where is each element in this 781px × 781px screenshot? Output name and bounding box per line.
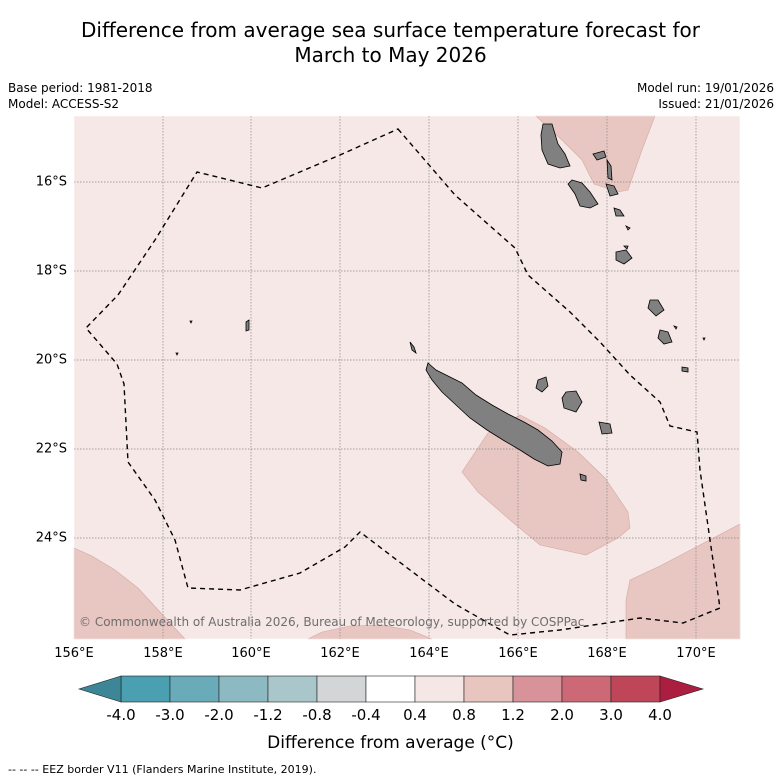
lon-label-168: 168°E (587, 646, 627, 661)
lat-label-16: 16°S (35, 174, 67, 190)
cb-tick-5: -0.4 (351, 706, 381, 724)
colorbar-swatch (218, 675, 269, 703)
map-title: Difference from average sea surface temp… (0, 18, 781, 68)
colorbar-title: Difference from average (°C) (267, 733, 514, 753)
colorbar-swatch (316, 675, 367, 703)
aneityum-island (681, 366, 689, 373)
map-frame (73, 115, 741, 640)
lon-label-166: 166°E (498, 646, 538, 661)
colorbar-swatch (414, 675, 465, 703)
cb-tick-8: 1.2 (501, 706, 525, 724)
cb-tick-6: 0.4 (403, 706, 427, 724)
lat-label-18: 18°S (35, 263, 67, 279)
title-line-2: March to May 2026 (294, 43, 487, 67)
colorbar-swatch (120, 675, 171, 703)
model-run: Model run: 19/01/2026 (636, 81, 774, 95)
colorbar-swatch (561, 675, 612, 703)
maewo-island (592, 150, 607, 161)
colorbar (77, 675, 705, 703)
colorbar-extend-high (659, 675, 705, 703)
copyright-notice: © Commonwealth of Australia 2026, Bureau… (79, 615, 585, 629)
cb-tick-11: 4.0 (648, 706, 672, 724)
colorbar-extend-low (77, 675, 122, 703)
meta-left: Base period: 1981-2018 Model: ACCESS-S2 (8, 80, 153, 112)
model-name: Model: ACCESS-S2 (8, 97, 120, 111)
belep-islands (409, 341, 417, 355)
colorbar-swatch (610, 675, 661, 703)
cb-tick-3: -1.2 (253, 706, 283, 724)
lon-label-160: 160°E (231, 646, 271, 661)
ocean-background (74, 116, 740, 639)
lon-label-170: 170°E (676, 646, 716, 661)
eez-legend-footer: -- -- -- EEZ border V11 (Flanders Marine… (8, 763, 317, 776)
small-islet-3 (673, 325, 678, 330)
cb-tick-9: 2.0 (550, 706, 574, 724)
loyalty-islands-mare (598, 421, 613, 435)
colorbar-swatch (512, 675, 563, 703)
small-islet-6 (702, 337, 706, 341)
cb-tick-2: -2.0 (204, 706, 234, 724)
tanna-island (657, 329, 673, 345)
graticule (74, 116, 740, 639)
cb-tick-0: -4.0 (106, 706, 136, 724)
pentecost-island (606, 158, 613, 181)
loyalty-islands-ouvea (535, 376, 549, 393)
small-islet-5 (175, 352, 179, 356)
chesterfield-islands (245, 319, 250, 332)
efate-island (615, 249, 633, 265)
meta-right: Model run: 19/01/2026 Issued: 21/01/2026 (637, 80, 774, 112)
epi-island (613, 207, 625, 217)
new-caledonia-island (425, 362, 563, 467)
malekula-island (567, 179, 599, 209)
cb-tick-4: -0.8 (302, 706, 332, 724)
small-islet-4 (189, 320, 193, 324)
small-islet-1 (625, 225, 631, 231)
lon-label-158: 158°E (143, 646, 183, 661)
lat-label-22: 22°S (35, 441, 67, 457)
base-period: Base period: 1981-2018 (8, 81, 153, 95)
colorbar-swatch (169, 675, 220, 703)
lat-label-20: 20°S (35, 352, 67, 368)
cb-tick-7: 0.8 (452, 706, 476, 724)
land-masses (175, 123, 706, 482)
warm-patch-central (461, 414, 631, 556)
lon-label-164: 164°E (409, 646, 449, 661)
erromango-island (647, 299, 665, 317)
issued-date: Issued: 21/01/2026 (658, 97, 774, 111)
colorbar-swatch (365, 675, 416, 703)
small-islet-2 (623, 245, 629, 250)
lon-label-156: 156°E (54, 646, 94, 661)
espiritu-santo-island (540, 123, 571, 169)
cb-tick-1: -3.0 (155, 706, 185, 724)
lon-label-162: 162°E (320, 646, 360, 661)
ambrym-island (605, 183, 619, 197)
lat-label-24: 24°S (35, 530, 67, 546)
loyalty-islands-lifou (561, 390, 583, 413)
cb-tick-10: 3.0 (599, 706, 623, 724)
title-line-1: Difference from average sea surface temp… (80, 18, 700, 42)
colorbar-swatch (463, 675, 514, 703)
walpole-island (579, 473, 587, 482)
colorbar-swatch (267, 675, 318, 703)
